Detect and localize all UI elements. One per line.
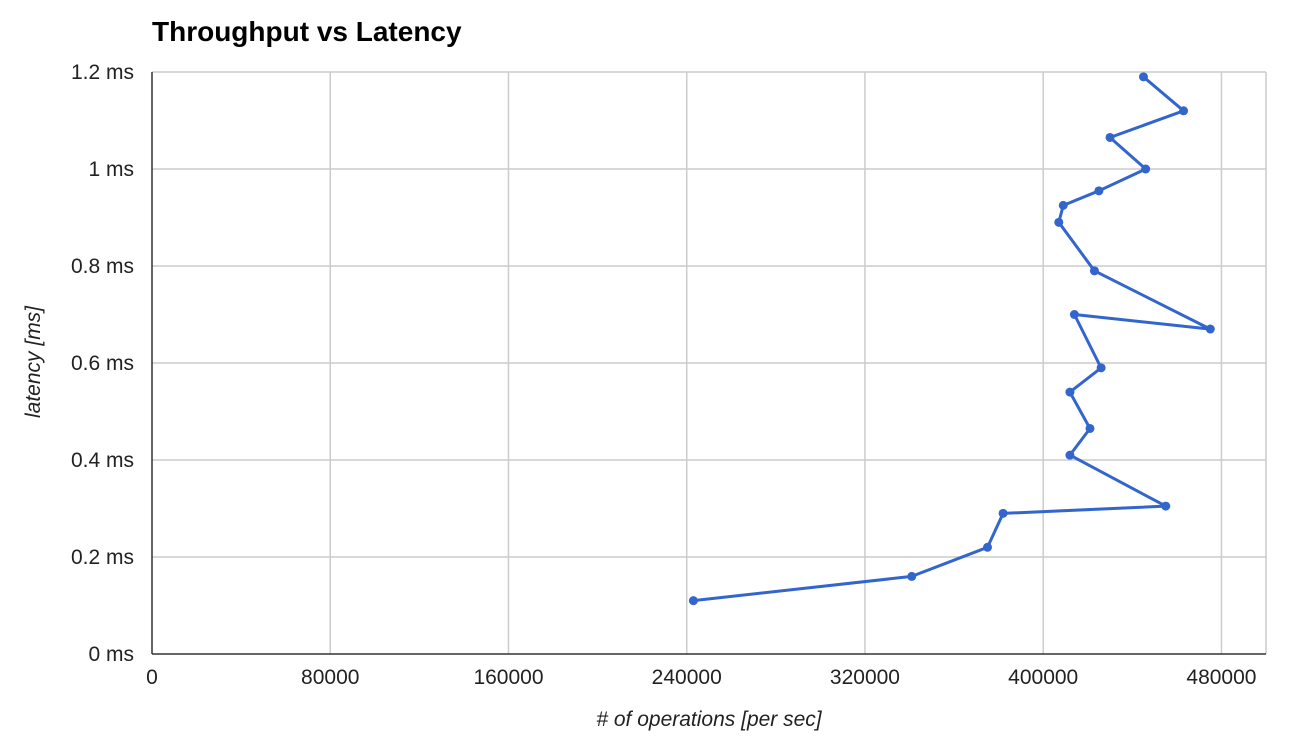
y-axis-tick-labels: 0 ms 0.2 ms 0.4 ms 0.6 ms 0.8 ms 1 ms 1.2 ms (71, 61, 134, 666)
data-point (1094, 186, 1104, 196)
data-point (1085, 423, 1095, 433)
x-tick-label: 320000 (830, 666, 900, 689)
x-tick-label: 240000 (652, 666, 722, 689)
data-point (998, 508, 1008, 518)
y-tick-label: 1.2 ms (71, 61, 134, 84)
data-point (1161, 501, 1171, 511)
axes (151, 72, 1266, 655)
data-point (1089, 266, 1099, 276)
data-point (1069, 310, 1079, 319)
x-tick-label: 480000 (1186, 666, 1256, 689)
y-axis-title: latency [ms] (22, 305, 45, 418)
y-tick-label: 1 ms (88, 158, 134, 181)
x-axis-tick-labels: 0 80000 160000 240000 320000 400000 480000 (146, 666, 1256, 689)
data-point (983, 542, 992, 552)
y-tick-label: 0.8 ms (71, 255, 134, 278)
chart-title: Throughput vs Latency (152, 16, 462, 47)
x-tick-label: 0 (146, 666, 158, 689)
data-point (1065, 387, 1075, 397)
y-tick-label: 0.2 ms (71, 546, 134, 569)
y-tick-label: 0.6 ms (71, 352, 134, 375)
data-point (907, 571, 917, 581)
series-layer (688, 72, 1215, 606)
data-point (1141, 164, 1151, 174)
data-point (688, 596, 698, 606)
data-point (1054, 217, 1064, 227)
data-point (1065, 450, 1075, 460)
data-point (1105, 132, 1115, 142)
data-point (1205, 324, 1215, 334)
gridlines (152, 71, 1267, 654)
x-tick-label: 80000 (301, 666, 359, 689)
y-tick-label: 0.4 ms (71, 449, 134, 472)
data-point (1179, 106, 1189, 116)
data-point (1096, 363, 1106, 373)
x-tick-label: 160000 (473, 666, 543, 689)
data-point (1058, 200, 1068, 210)
series-line (691, 75, 1212, 603)
x-axis-title: # of operations [per sec] (596, 708, 822, 731)
data-point (1138, 72, 1148, 82)
x-tick-label: 400000 (1008, 666, 1078, 689)
y-tick-label: 0 ms (88, 643, 134, 666)
